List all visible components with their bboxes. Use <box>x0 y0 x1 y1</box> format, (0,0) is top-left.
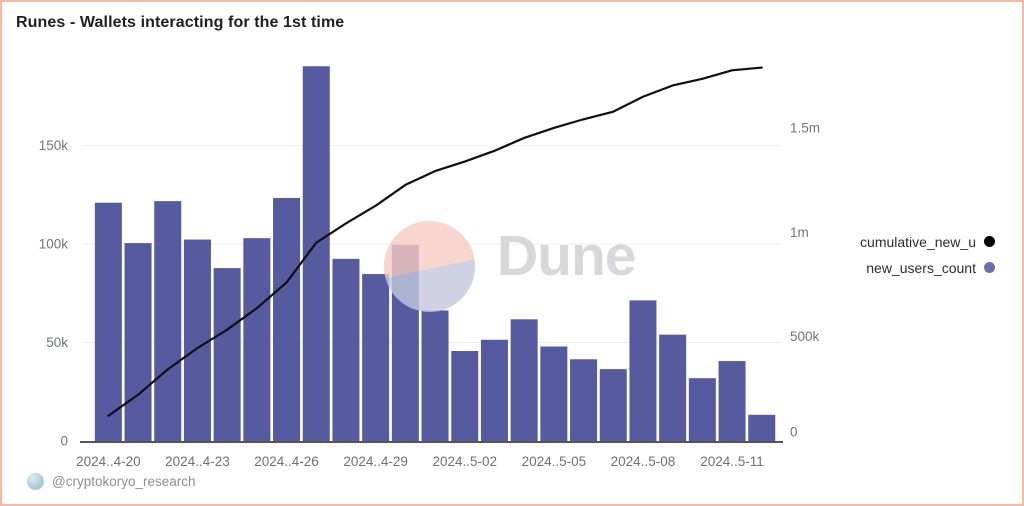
bar <box>659 334 687 441</box>
x-axis-tick: 2024..4-23 <box>165 454 230 469</box>
footer-attribution: @cryptokoryo_research <box>27 473 196 490</box>
legend-label-cumulative: cumulative_new_u <box>860 233 976 250</box>
author-avatar <box>27 473 44 490</box>
x-axis-tick: 2024..5-11 <box>700 454 764 469</box>
right-axis-tick: 0 <box>790 425 798 440</box>
x-axis-tick: 2024..4-26 <box>254 454 319 469</box>
legend-dot-cumulative-icon <box>984 236 995 247</box>
x-axis-labels: 2024..4-20 2024..4-23 2024..4-26 2024..4-29… <box>76 454 764 469</box>
left-axis-tick: 100k <box>39 237 69 252</box>
x-axis-tick: 2024..5-08 <box>611 454 676 469</box>
bar <box>599 369 627 441</box>
author-handle: @cryptokoryo_research <box>52 474 196 489</box>
bar <box>451 351 479 441</box>
bar <box>688 378 716 441</box>
bar <box>540 346 568 441</box>
right-axis-labels: 0 500k 1m 1.5m <box>790 120 820 439</box>
legend-item-cumulative-new-users[interactable]: cumulative_new_u <box>860 229 995 254</box>
bar <box>273 197 301 441</box>
x-axis-tick: 2024..4-29 <box>343 454 408 469</box>
x-axis-tick: 2024..4-20 <box>76 454 141 469</box>
bar <box>748 414 776 441</box>
bar <box>94 202 122 441</box>
bar <box>510 319 538 441</box>
bar <box>124 243 152 441</box>
bar <box>629 300 657 441</box>
bar <box>213 268 241 441</box>
bar <box>421 310 449 441</box>
chart-title: Runes - Wallets interacting for the 1st … <box>16 14 345 31</box>
left-axis-tick: 50k <box>46 335 68 350</box>
left-axis-tick: 0 <box>60 434 68 449</box>
bar <box>718 361 746 441</box>
chart-legend: cumulative_new_u new_users_count <box>860 229 995 280</box>
left-axis-labels: 0 50k 100k 150k <box>39 138 69 448</box>
bar <box>391 244 419 441</box>
line-series-cumulative-new-users <box>107 66 763 417</box>
left-axis-tick: 150k <box>39 138 69 153</box>
x-axis-tick: 2024..5-02 <box>432 454 497 469</box>
right-axis-tick: 500k <box>790 329 820 344</box>
bar <box>243 238 271 441</box>
right-axis-tick: 1m <box>790 225 809 240</box>
legend-item-new-users-count[interactable]: new_users_count <box>860 255 995 280</box>
right-axis-tick: 1.5m <box>790 120 820 135</box>
bar <box>183 239 211 441</box>
bar <box>154 201 182 441</box>
bar <box>332 258 360 441</box>
x-axis-tick: 2024..5-05 <box>522 454 587 469</box>
legend-dot-new-users-icon <box>984 262 995 273</box>
bar <box>480 339 508 441</box>
bar-series-new-users-count <box>94 66 776 442</box>
bar <box>362 274 390 441</box>
legend-label-new-users: new_users_count <box>866 259 976 276</box>
bar <box>570 359 598 441</box>
